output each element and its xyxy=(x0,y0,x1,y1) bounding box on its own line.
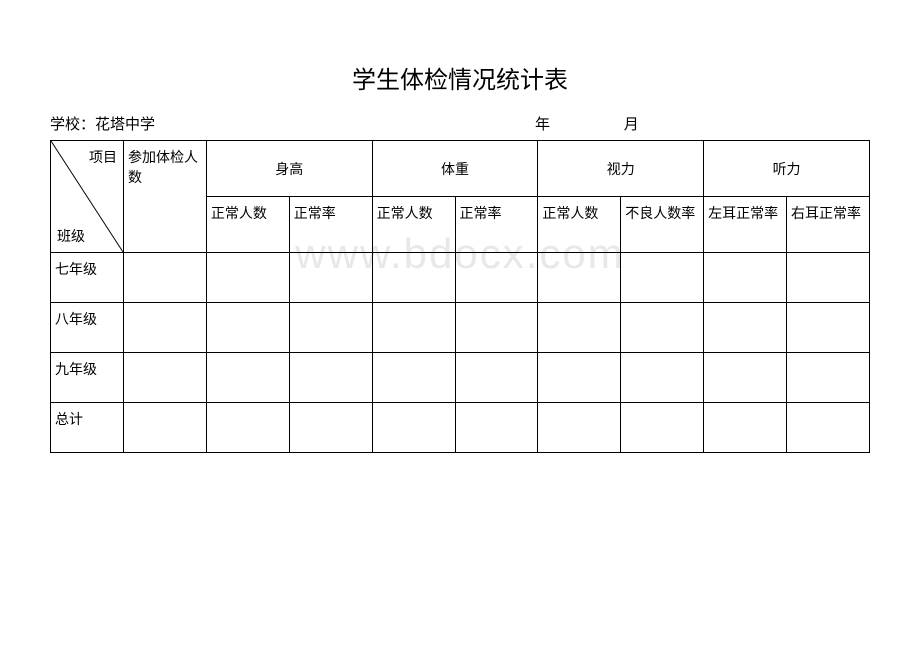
vision-header: 视力 xyxy=(538,141,704,197)
table-row: 八年级 xyxy=(51,303,870,353)
grade9-label: 九年级 xyxy=(51,353,124,403)
school-label: 学校：花塔中学 xyxy=(50,113,155,134)
subheader-row: 学校：花塔中学 年 月 xyxy=(50,113,870,134)
grade8-label: 八年级 xyxy=(51,303,124,353)
height-normal-rate-header: 正常率 xyxy=(289,197,372,253)
cell xyxy=(124,353,207,403)
diag-bottom-label: 班级 xyxy=(57,226,85,246)
cell xyxy=(206,403,289,453)
cell xyxy=(372,353,455,403)
cell xyxy=(289,303,372,353)
cell xyxy=(787,353,870,403)
vision-abnormal-rate-header: 不良人数率 xyxy=(621,197,704,253)
cell xyxy=(372,253,455,303)
cell xyxy=(538,353,621,403)
cell xyxy=(787,403,870,453)
height-header: 身高 xyxy=(206,141,372,197)
hearing-header: 听力 xyxy=(704,141,870,197)
cell xyxy=(206,303,289,353)
left-ear-rate-header: 左耳正常率 xyxy=(704,197,787,253)
document-content: 学生体检情况统计表 学校：花塔中学 年 月 项目 班级 参加体检人数 身高 体重… xyxy=(50,60,870,453)
grade7-label: 七年级 xyxy=(51,253,124,303)
participants-header: 参加体检人数 xyxy=(124,141,207,253)
cell xyxy=(455,303,538,353)
cell xyxy=(538,303,621,353)
total-label: 总计 xyxy=(51,403,124,453)
cell xyxy=(704,403,787,453)
statistics-table: 项目 班级 参加体检人数 身高 体重 视力 听力 正常人数 正常率 正常人数 正… xyxy=(50,140,870,453)
cell xyxy=(372,403,455,453)
cell xyxy=(621,303,704,353)
cell xyxy=(538,253,621,303)
page-title: 学生体检情况统计表 xyxy=(50,60,870,95)
weight-header: 体重 xyxy=(372,141,538,197)
cell xyxy=(787,303,870,353)
cell xyxy=(455,403,538,453)
cell xyxy=(621,353,704,403)
cell xyxy=(206,353,289,403)
table-row: 九年级 xyxy=(51,353,870,403)
height-normal-count-header: 正常人数 xyxy=(206,197,289,253)
table-row: 总计 xyxy=(51,403,870,453)
cell xyxy=(704,303,787,353)
cell xyxy=(124,253,207,303)
cell xyxy=(621,403,704,453)
cell xyxy=(372,303,455,353)
cell xyxy=(538,403,621,453)
cell xyxy=(124,403,207,453)
month-label: 月 xyxy=(624,117,639,133)
cell xyxy=(787,253,870,303)
cell xyxy=(704,353,787,403)
diag-top-label: 项目 xyxy=(89,147,117,167)
cell xyxy=(621,253,704,303)
cell xyxy=(455,253,538,303)
cell xyxy=(289,353,372,403)
cell xyxy=(289,403,372,453)
cell xyxy=(124,303,207,353)
right-ear-rate-header: 右耳正常率 xyxy=(787,197,870,253)
cell xyxy=(206,253,289,303)
year-label: 年 xyxy=(535,117,550,133)
cell xyxy=(704,253,787,303)
table-row: 七年级 xyxy=(51,253,870,303)
vision-normal-count-header: 正常人数 xyxy=(538,197,621,253)
cell xyxy=(289,253,372,303)
table-header-row-1: 项目 班级 参加体检人数 身高 体重 视力 听力 xyxy=(51,141,870,197)
weight-normal-count-header: 正常人数 xyxy=(372,197,455,253)
date-section: 年 月 xyxy=(535,113,639,134)
weight-normal-rate-header: 正常率 xyxy=(455,197,538,253)
cell xyxy=(455,353,538,403)
diagonal-header-cell: 项目 班级 xyxy=(51,141,124,253)
